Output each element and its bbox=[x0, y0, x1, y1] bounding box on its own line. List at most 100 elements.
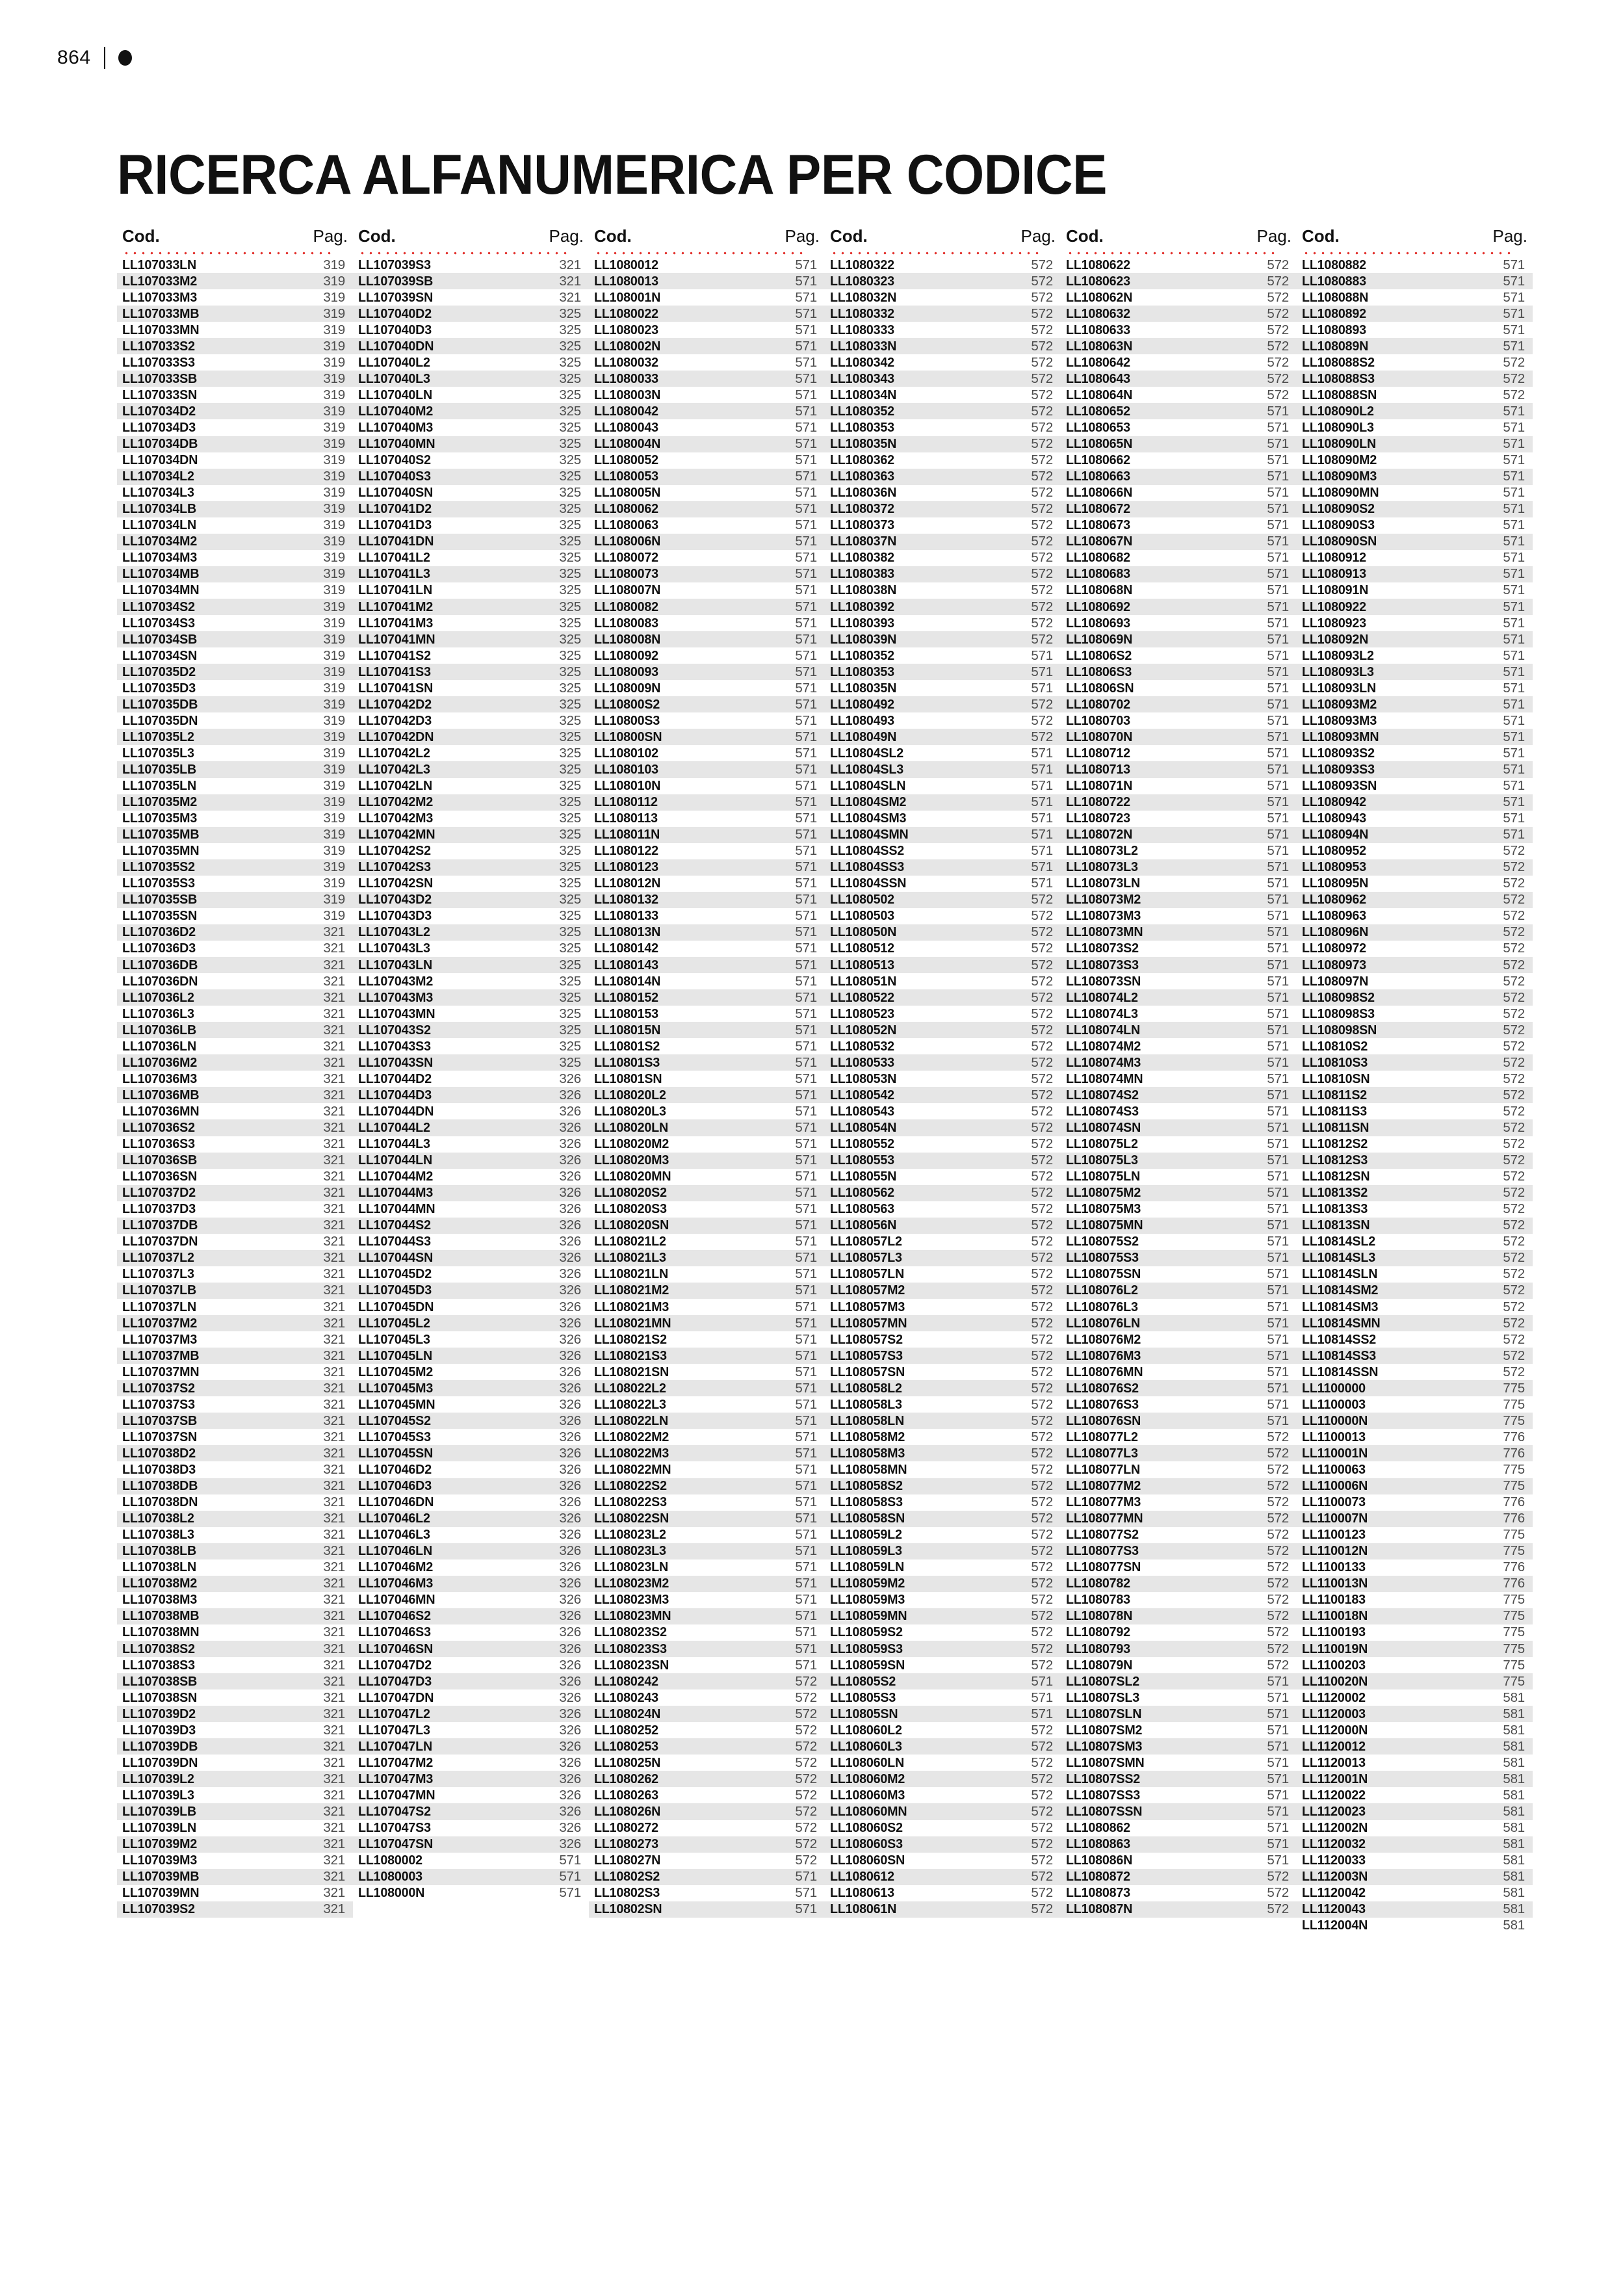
table-row[interactable]: LL108021M3 571 bbox=[589, 1299, 825, 1316]
table-row[interactable]: LL10814SS2 572 bbox=[1297, 1331, 1533, 1348]
table-row[interactable]: LL107040DN 325 bbox=[353, 338, 589, 355]
table-row[interactable]: LL1080893 571 bbox=[1297, 322, 1533, 339]
table-row[interactable]: LL107039SN 321 bbox=[353, 289, 589, 306]
table-row[interactable]: LL1080713 571 bbox=[1061, 761, 1297, 778]
table-row[interactable]: LL107044D3 326 bbox=[353, 1087, 589, 1104]
table-row[interactable]: LL108074L2 571 bbox=[1061, 989, 1297, 1006]
table-row[interactable]: LL107037SB 321 bbox=[117, 1413, 353, 1429]
table-row[interactable]: LL10812SN 572 bbox=[1297, 1168, 1533, 1185]
table-row[interactable]: LL108070N 571 bbox=[1061, 729, 1297, 746]
table-row[interactable]: LL108061N 572 bbox=[825, 1901, 1061, 1918]
table-row[interactable]: LL108075M2 571 bbox=[1061, 1184, 1297, 1201]
table-row[interactable]: LL108022SN 571 bbox=[589, 1510, 825, 1527]
table-row[interactable]: LL108076M3 571 bbox=[1061, 1348, 1297, 1364]
table-row[interactable]: LL107040S2 325 bbox=[353, 452, 589, 469]
table-row[interactable]: LL107042LN 325 bbox=[353, 777, 589, 794]
table-row[interactable]: LL107042S2 325 bbox=[353, 842, 589, 859]
table-row[interactable]: LL107035S3 319 bbox=[117, 875, 353, 892]
table-row[interactable]: LL1080533 572 bbox=[825, 1054, 1061, 1071]
table-row[interactable]: LL1080662 571 bbox=[1061, 452, 1297, 469]
table-row[interactable]: LL108009N 571 bbox=[589, 680, 825, 697]
table-row[interactable]: LL107042DN 325 bbox=[353, 729, 589, 746]
table-row[interactable]: LL10804SLN 571 bbox=[825, 777, 1061, 794]
table-row[interactable]: LL1080353 571 bbox=[825, 664, 1061, 681]
table-row[interactable]: LL108068N 571 bbox=[1061, 582, 1297, 599]
table-row[interactable]: LL10804SL2 571 bbox=[825, 745, 1061, 762]
table-row[interactable]: LL108027N 572 bbox=[589, 1852, 825, 1869]
table-row[interactable]: LL108011N 571 bbox=[589, 826, 825, 843]
table-row[interactable]: LL108076S2 571 bbox=[1061, 1380, 1297, 1397]
table-row[interactable]: LL108063N 572 bbox=[1061, 338, 1297, 355]
table-row[interactable]: LL1080033 571 bbox=[589, 371, 825, 387]
table-row[interactable]: LL1080372 572 bbox=[825, 501, 1061, 517]
table-row[interactable]: LL108060S2 572 bbox=[825, 1820, 1061, 1836]
table-row[interactable]: LL1080062 571 bbox=[589, 501, 825, 517]
table-row[interactable]: LL10801S3 571 bbox=[589, 1054, 825, 1071]
table-row[interactable]: LL107036D2 321 bbox=[117, 924, 353, 941]
table-row[interactable]: LL1080143 571 bbox=[589, 957, 825, 974]
table-row[interactable]: LL1080493 572 bbox=[825, 712, 1061, 729]
table-row[interactable]: LL108075M3 571 bbox=[1061, 1201, 1297, 1218]
table-row[interactable]: LL107042M2 325 bbox=[353, 794, 589, 811]
table-row[interactable]: LL1080252 572 bbox=[589, 1722, 825, 1739]
table-row[interactable]: LL107038L2 321 bbox=[117, 1510, 353, 1527]
table-row[interactable]: LL108058S2 572 bbox=[825, 1478, 1061, 1494]
table-row[interactable]: LL107041S2 325 bbox=[353, 647, 589, 664]
table-row[interactable]: LL1080243 572 bbox=[589, 1689, 825, 1706]
table-row[interactable]: LL1080142 571 bbox=[589, 940, 825, 958]
table-row[interactable]: LL107039MB 321 bbox=[117, 1868, 353, 1885]
table-row[interactable]: LL10813S2 572 bbox=[1297, 1184, 1533, 1201]
table-row[interactable]: LL110007N 776 bbox=[1297, 1510, 1533, 1527]
table-row[interactable]: LL108059M2 572 bbox=[825, 1575, 1061, 1592]
table-row[interactable]: LL1120012 581 bbox=[1297, 1738, 1533, 1755]
table-row[interactable]: LL107044SN 326 bbox=[353, 1249, 589, 1266]
table-row[interactable]: LL108020L2 571 bbox=[589, 1087, 825, 1104]
table-row[interactable]: LL10807SS2 571 bbox=[1061, 1771, 1297, 1788]
table-row[interactable]: LL108022MN 571 bbox=[589, 1461, 825, 1478]
table-row[interactable]: LL108095N 572 bbox=[1297, 875, 1533, 892]
table-row[interactable]: LL107038DN 321 bbox=[117, 1494, 353, 1511]
table-row[interactable]: LL107045MN 326 bbox=[353, 1396, 589, 1413]
table-row[interactable]: LL112000N 581 bbox=[1297, 1722, 1533, 1739]
table-row[interactable]: LL107037M3 321 bbox=[117, 1331, 353, 1348]
table-row[interactable]: LL107045L3 326 bbox=[353, 1331, 589, 1348]
table-row[interactable]: LL1080723 571 bbox=[1061, 810, 1297, 827]
table-row[interactable]: LL108060M3 572 bbox=[825, 1787, 1061, 1804]
table-row[interactable]: LL1080072 571 bbox=[589, 549, 825, 566]
table-row[interactable]: LL1080563 572 bbox=[825, 1201, 1061, 1218]
table-row[interactable]: LL108034N 572 bbox=[825, 387, 1061, 404]
table-row[interactable]: LL10807SM2 571 bbox=[1061, 1722, 1297, 1739]
table-row[interactable]: LL10811S2 572 bbox=[1297, 1087, 1533, 1104]
table-row[interactable]: LL107035D3 319 bbox=[117, 680, 353, 697]
table-row[interactable]: LL107039MN 321 bbox=[117, 1885, 353, 1901]
table-row[interactable]: LL110006N 775 bbox=[1297, 1478, 1533, 1494]
table-row[interactable]: LL108076S3 571 bbox=[1061, 1396, 1297, 1413]
table-row[interactable]: LL108093M2 571 bbox=[1297, 696, 1533, 713]
table-row[interactable]: LL107042D2 325 bbox=[353, 696, 589, 713]
table-row[interactable]: LL1080973 572 bbox=[1297, 957, 1533, 974]
table-row[interactable]: LL107036L3 321 bbox=[117, 1006, 353, 1023]
table-row[interactable]: LL108059MN 572 bbox=[825, 1608, 1061, 1624]
table-row[interactable]: LL108069N 571 bbox=[1061, 631, 1297, 648]
table-row[interactable]: LL1080103 571 bbox=[589, 761, 825, 778]
table-row[interactable]: LL1080022 571 bbox=[589, 306, 825, 322]
table-row[interactable]: LL108062N 572 bbox=[1061, 289, 1297, 306]
table-row[interactable]: LL1080342 572 bbox=[825, 354, 1061, 371]
table-row[interactable]: LL1080923 571 bbox=[1297, 615, 1533, 632]
table-row[interactable]: LL107036S3 321 bbox=[117, 1136, 353, 1153]
table-row[interactable]: LL107043D2 325 bbox=[353, 891, 589, 908]
table-row[interactable]: LL108053N 572 bbox=[825, 1071, 1061, 1088]
table-row[interactable]: LL108078N 572 bbox=[1061, 1608, 1297, 1624]
table-row[interactable]: LL10813SN 572 bbox=[1297, 1217, 1533, 1234]
table-row[interactable]: LL107045D2 326 bbox=[353, 1266, 589, 1283]
table-row[interactable]: LL1080152 571 bbox=[589, 989, 825, 1006]
table-row[interactable]: LL108004N 571 bbox=[589, 436, 825, 452]
table-row[interactable]: LL1080113 571 bbox=[589, 810, 825, 827]
table-row[interactable]: LL107047L3 326 bbox=[353, 1722, 589, 1739]
table-row[interactable]: LL1080873 572 bbox=[1061, 1885, 1297, 1901]
table-row[interactable]: LL1100013 776 bbox=[1297, 1429, 1533, 1446]
table-row[interactable]: LL1080782 572 bbox=[1061, 1575, 1297, 1592]
table-row[interactable]: LL108059S2 572 bbox=[825, 1624, 1061, 1641]
table-row[interactable]: LL108022M3 571 bbox=[589, 1445, 825, 1462]
table-row[interactable]: LL108022S3 571 bbox=[589, 1494, 825, 1511]
